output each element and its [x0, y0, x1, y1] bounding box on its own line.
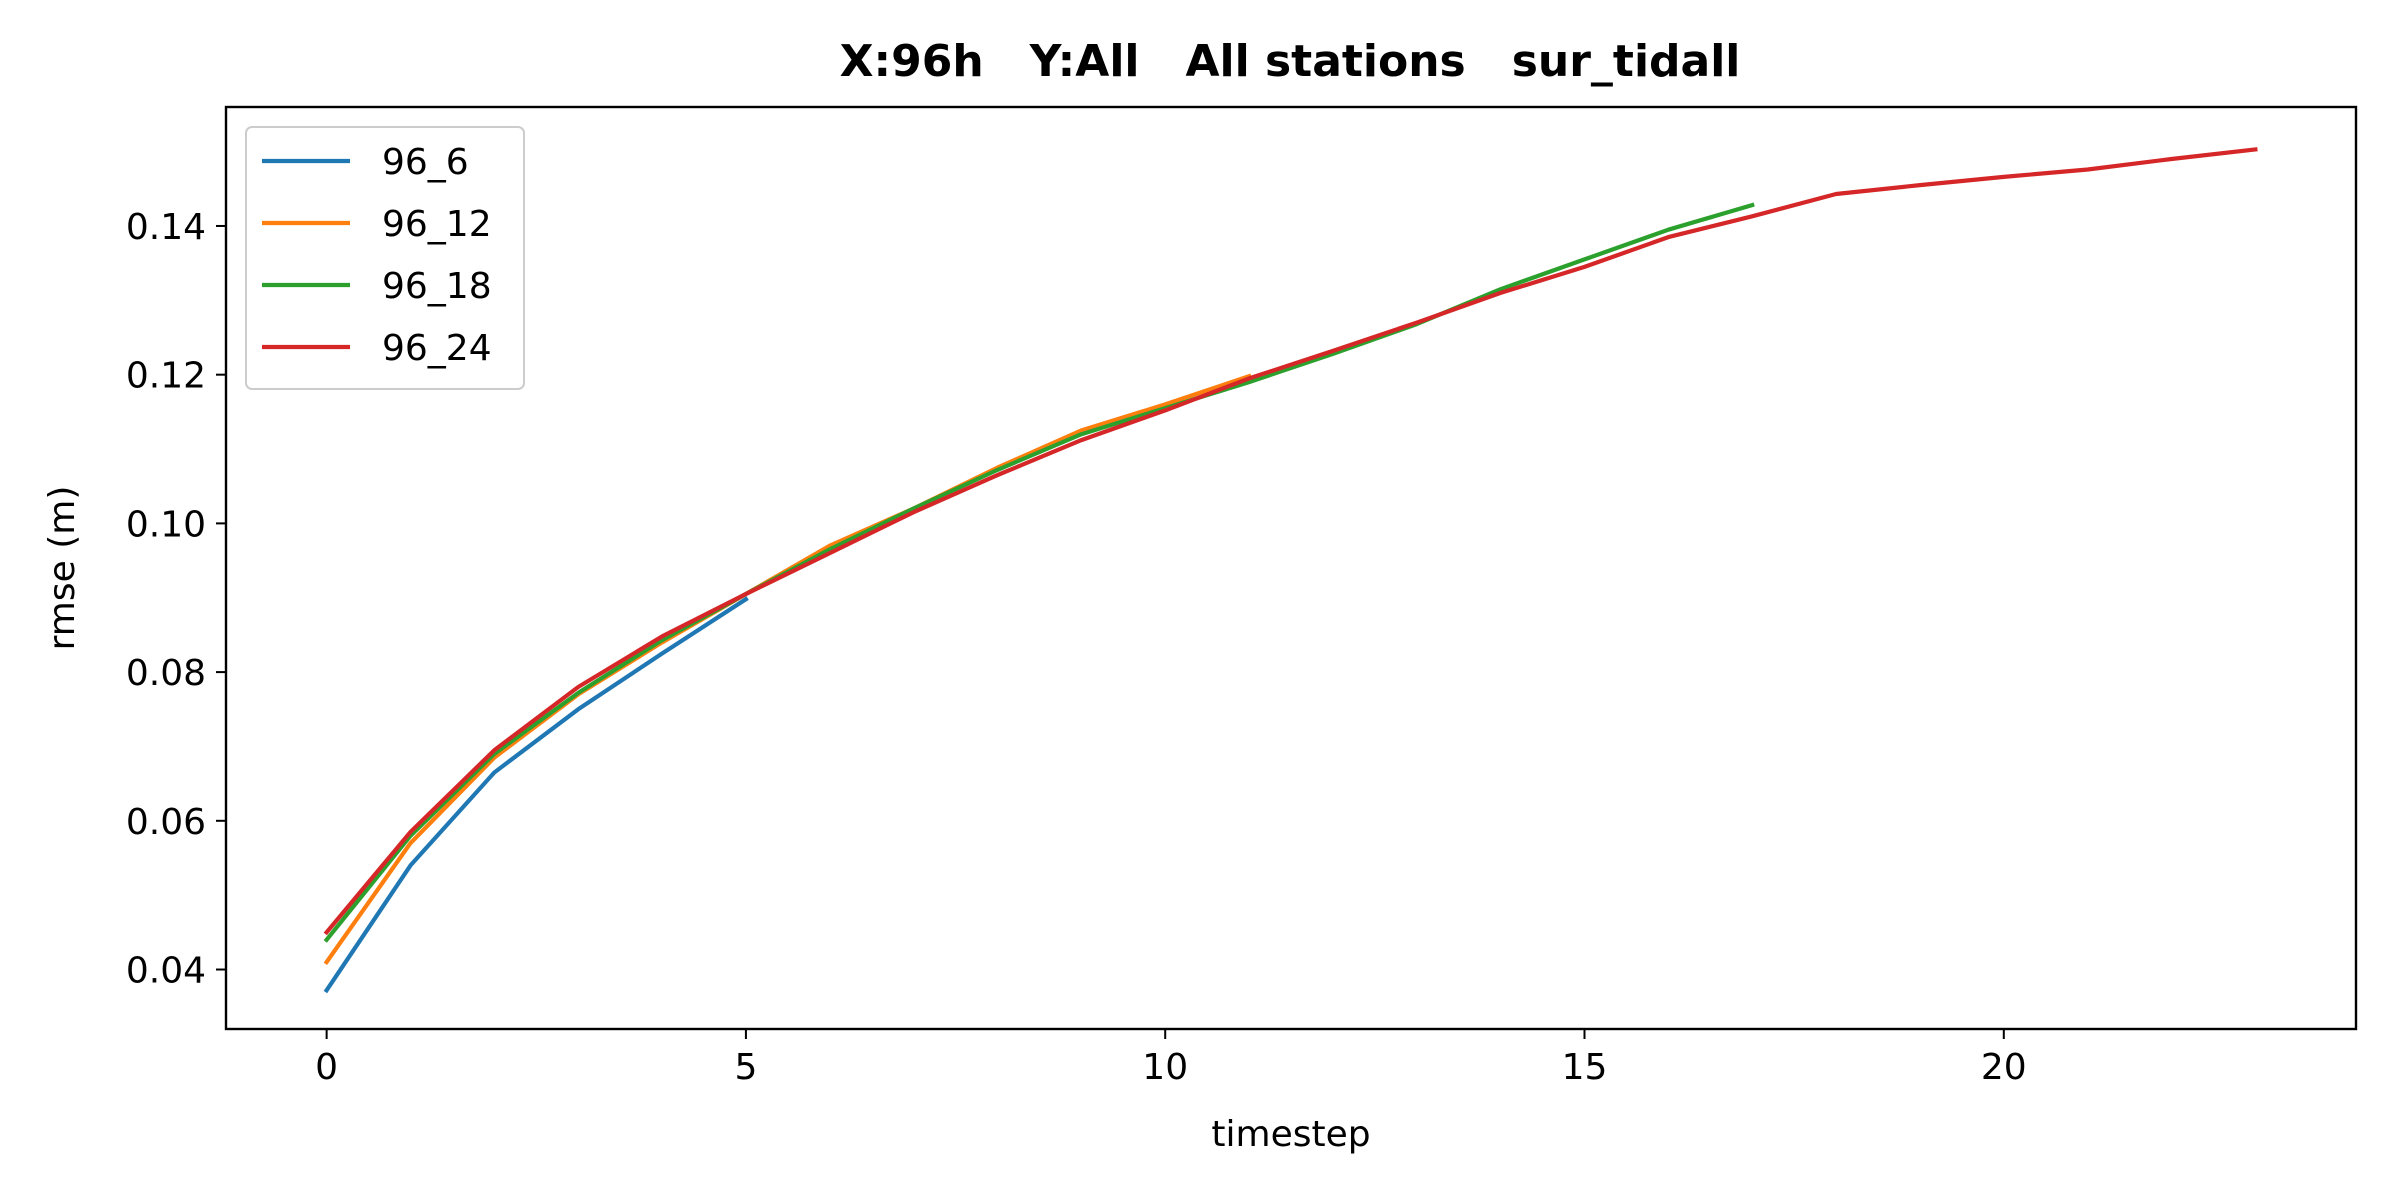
y-tick-label: 0.14	[126, 207, 206, 248]
legend-box	[245, 126, 525, 390]
y-tick-label: 0.08	[126, 653, 206, 694]
x-tick-label: 15	[1562, 1047, 1608, 1088]
y-axis-ticks: 0.04 0.06 0.08 0.10 0.12 0.14	[126, 207, 226, 992]
legend: 96_6 96_12 96_18 96_24	[245, 126, 525, 390]
y-tick-label: 0.10	[126, 504, 206, 545]
plot-area	[224, 105, 2358, 1031]
y-tick-label: 0.06	[126, 802, 206, 843]
chart-title: X:96h Y:All All stations sur_tidall	[840, 36, 1741, 87]
series-line-96_24	[323, 147, 2258, 936]
plot-frame	[224, 105, 2358, 1031]
x-axis-ticks: 0 5 10 15 20	[315, 1029, 2027, 1088]
legend-label-96_18: 96_18	[382, 266, 492, 307]
legend-label-96_12: 96_12	[382, 204, 492, 245]
y-tick-label: 0.04	[126, 951, 206, 992]
x-tick-label: 5	[734, 1047, 757, 1088]
x-tick-label: 10	[1142, 1047, 1188, 1088]
series-line-96_18	[323, 202, 1755, 943]
y-tick-label: 0.12	[126, 356, 206, 397]
legend-label-96_6: 96_6	[382, 142, 469, 183]
series-layer	[323, 147, 2258, 994]
x-tick-label: 20	[1981, 1047, 2027, 1088]
x-axis-label: timestep	[1211, 1114, 1370, 1155]
x-tick-label: 0	[315, 1047, 338, 1088]
series-line-96_6	[323, 596, 749, 994]
y-axis-label: rmse (m)	[42, 486, 83, 651]
legend-label-96_24: 96_24	[382, 328, 492, 369]
